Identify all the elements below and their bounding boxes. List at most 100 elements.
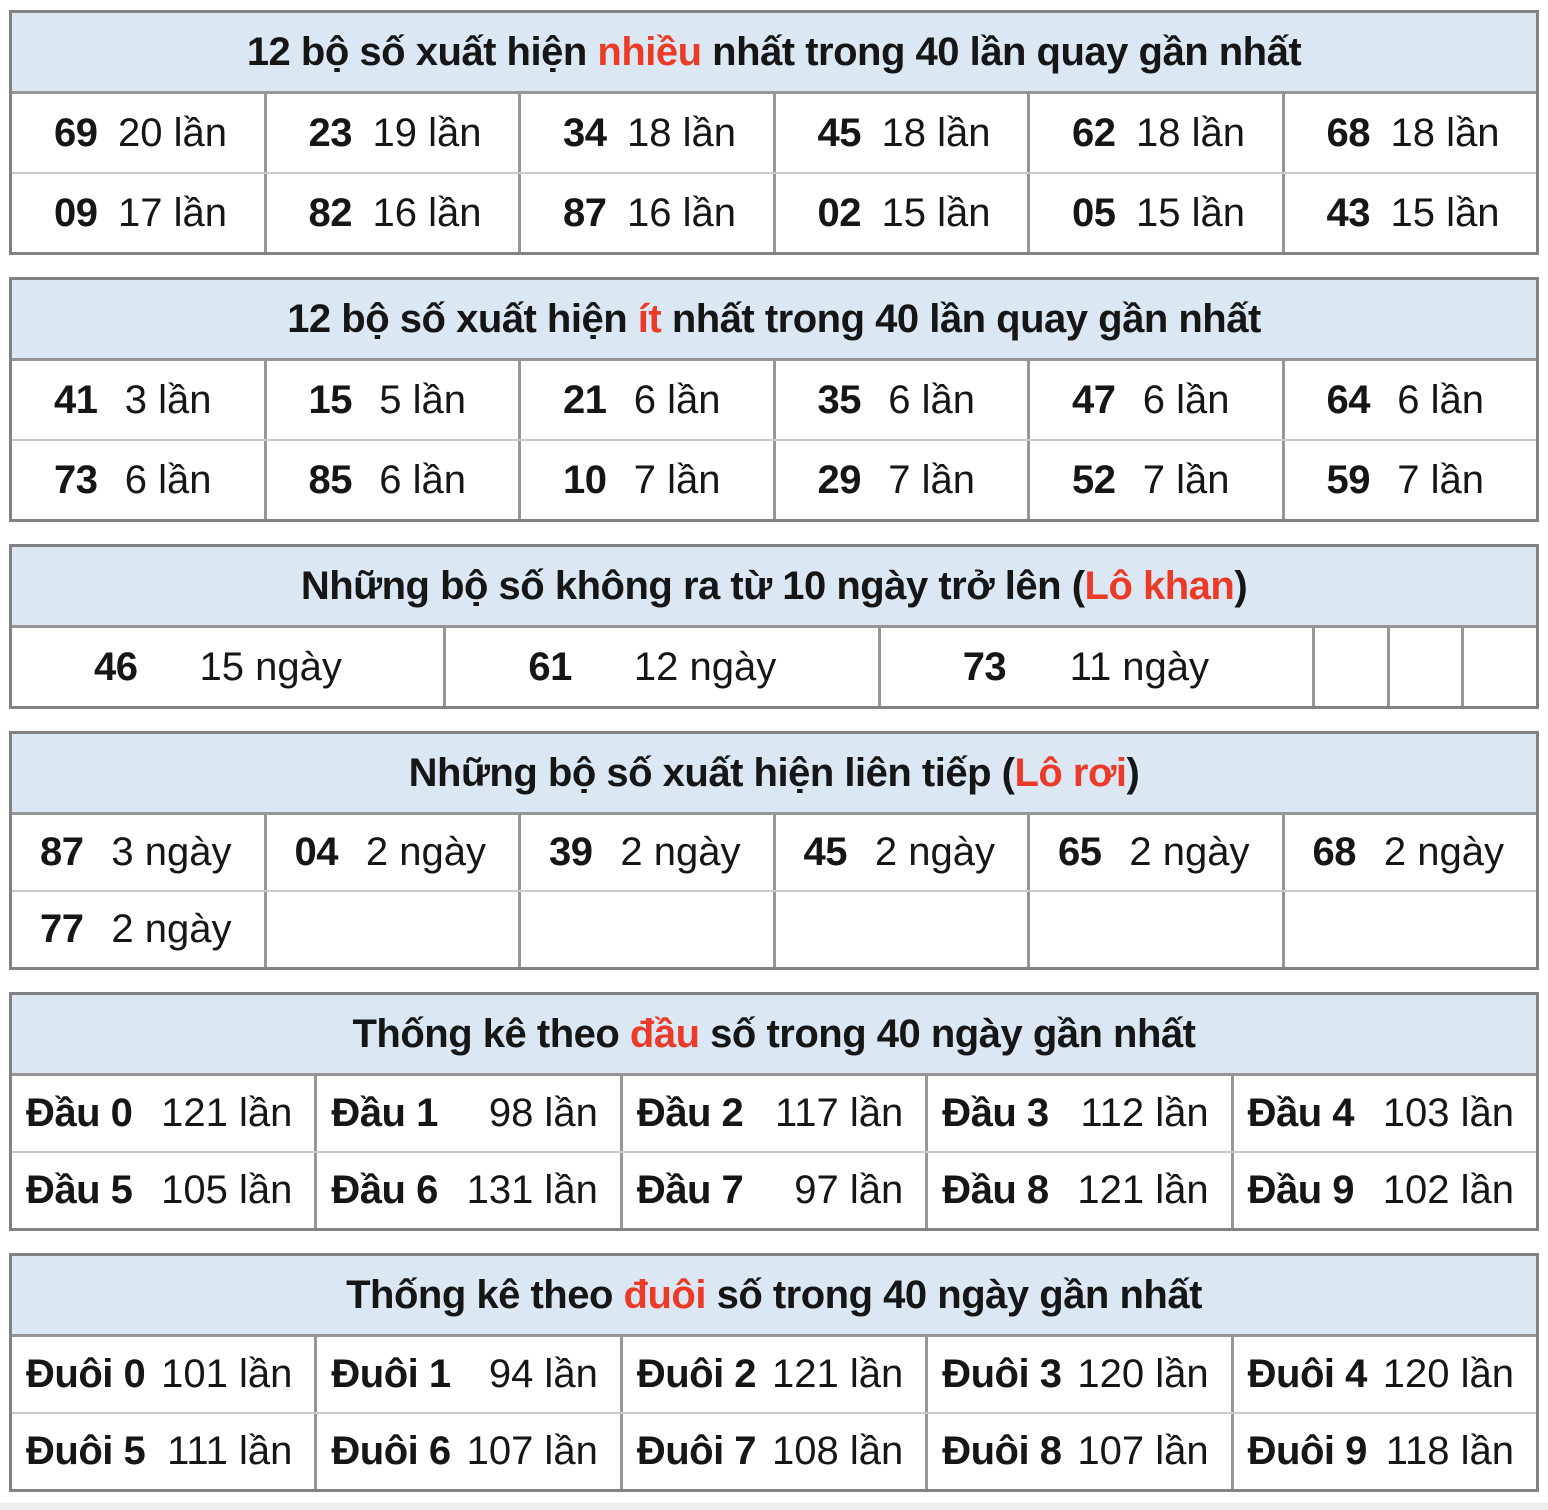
number: 45 [803, 830, 848, 874]
stat-cell: 05 15 lần [1027, 174, 1282, 252]
number: 59 [1326, 457, 1371, 502]
digit-label: Đuôi 7 [636, 1429, 757, 1473]
stat-cell: Đuôi 6 107 lần [314, 1414, 619, 1489]
stat-cell: 39 2 ngày [518, 815, 773, 890]
table-duoi-stats: Thống kê theo đuôi số trong 40 ngày gần … [9, 1253, 1539, 1492]
number: 04 [294, 830, 339, 874]
number: 73 [962, 644, 1007, 689]
count: 20 lần [118, 110, 227, 155]
table-row: Đầu 0 121 lần Đầu 1 98 lần Đầu 2 117 lần Đầ… [12, 1073, 1536, 1151]
empty-cell [1386, 628, 1462, 706]
title-highlight: nhiều [597, 29, 702, 74]
stat-cell: 61 12 ngày [443, 628, 877, 706]
next-section-edge [0, 1503, 1548, 1510]
table-most-frequent: 12 bộ số xuất hiện nhiều nhất trong 40 l… [9, 10, 1539, 255]
stat-cell: 04 2 ngày [263, 815, 519, 890]
count: 118 lần [1385, 1429, 1515, 1473]
count: 7 lần [888, 457, 975, 502]
stat-cell: 02 15 lần [772, 174, 1028, 252]
count: 3 ngày [111, 830, 232, 874]
number: 41 [54, 377, 98, 422]
table-row: 69 20 lần 23 19 lần 34 18 lần 45 18 lần 62 18… [12, 91, 1536, 172]
number: 64 [1326, 377, 1371, 422]
empty-cell [1027, 892, 1282, 967]
stat-cell: 46 15 ngày [12, 628, 443, 706]
stat-cell: Đuôi 5 111 lần [12, 1414, 314, 1489]
digit-label: Đuôi 8 [942, 1429, 1062, 1473]
digit-label: Đầu 2 [636, 1091, 744, 1135]
stat-cell: 68 2 ngày [1281, 815, 1537, 890]
stat-cell: 29 7 lần [772, 441, 1028, 519]
stat-cell: 82 16 lần [263, 174, 519, 252]
stat-cell: 41 3 lần [12, 361, 264, 439]
number: 52 [1072, 457, 1116, 502]
table-row: 77 2 ngày [12, 890, 1536, 967]
digit-label: Đầu 8 [942, 1168, 1049, 1212]
stat-cell: Đuôi 1 94 lần [314, 1337, 619, 1412]
empty-cell [1461, 628, 1536, 706]
title-highlight: Lô khan [1084, 563, 1235, 608]
number: 87 [40, 830, 84, 874]
number: 68 [1312, 830, 1357, 874]
stat-cell: 73 11 ngày [877, 628, 1312, 706]
digit-label: Đuôi 0 [26, 1352, 146, 1396]
count: 120 lần [1382, 1352, 1515, 1396]
number: 47 [1072, 377, 1116, 422]
number: 87 [563, 190, 607, 235]
stat-cell: Đầu 7 97 lần [619, 1153, 925, 1228]
number: 46 [94, 644, 138, 689]
title-highlight: đầu [629, 1011, 700, 1056]
table-row: 46 15 ngày 61 12 ngày 73 11 ngày [12, 625, 1536, 706]
number: 43 [1326, 190, 1371, 235]
number: 61 [528, 644, 572, 689]
table-least-frequent: 12 bộ số xuất hiện ít nhất trong 40 lần … [9, 277, 1539, 522]
stat-cell: Đuôi 4 120 lần [1230, 1337, 1536, 1412]
count: 121 lần [771, 1352, 904, 1396]
count: 117 lần [774, 1091, 904, 1135]
stat-cell: Đầu 1 98 lần [314, 1076, 619, 1151]
digit-label: Đuôi 4 [1247, 1352, 1368, 1396]
stat-cell: Đầu 2 117 lần [619, 1076, 925, 1151]
count: 131 lần [466, 1168, 598, 1212]
digit-label: Đầu 9 [1247, 1168, 1355, 1212]
count: 19 lần [372, 110, 482, 155]
stat-cell: 65 2 ngày [1027, 815, 1282, 890]
count: 112 lần [1080, 1091, 1209, 1135]
digit-label: Đuôi 3 [942, 1352, 1062, 1396]
count: 7 lần [633, 457, 721, 502]
stat-cell: 47 6 lần [1027, 361, 1282, 439]
stat-cell: 59 7 lần [1281, 441, 1537, 519]
title-text: số trong 40 ngày gần nhất [705, 1272, 1203, 1317]
table-row: 09 17 lần 82 16 lần 87 16 lần 02 15 lần 05 15… [12, 172, 1536, 252]
stat-cell: Đuôi 8 107 lần [925, 1414, 1230, 1489]
table-most-frequent-header: 12 bộ số xuất hiện nhiều nhất trong 40 l… [12, 13, 1536, 91]
count: 2 ngày [1129, 830, 1250, 874]
stat-cell: Đuôi 7 108 lần [619, 1414, 925, 1489]
stat-cell: 62 18 lần [1027, 94, 1282, 172]
count: 107 lần [1077, 1429, 1209, 1473]
title-text: 12 bộ số xuất hiện [246, 29, 598, 74]
title-text: Những bộ số không ra từ 10 ngày trở lên … [300, 563, 1085, 608]
empty-cell [1312, 628, 1387, 706]
title-text: Những bộ số xuất hiện liên tiếp ( [408, 750, 1015, 795]
stat-cell: Đầu 5 105 lần [12, 1153, 314, 1228]
empty-cell [1281, 892, 1537, 967]
title-text: số trong 40 ngày gần nhất [699, 1011, 1196, 1056]
table-row: 87 3 ngày 04 2 ngày 39 2 ngày 45 2 ngày 65 2 … [12, 812, 1536, 890]
table-duoi-stats-header: Thống kê theo đuôi số trong 40 ngày gần … [12, 1256, 1536, 1334]
count: 18 lần [1136, 110, 1245, 155]
stat-cell: 52 7 lần [1027, 441, 1282, 519]
number: 77 [40, 907, 84, 951]
number: 69 [54, 110, 98, 155]
count: 6 lần [1142, 377, 1230, 422]
stat-cell: 34 18 lần [518, 94, 773, 172]
table-lo-roi: Những bộ số xuất hiện liên tiếp (Lô rơi)… [9, 731, 1539, 970]
stat-cell: 85 6 lần [263, 441, 519, 519]
digit-label: Đầu 1 [331, 1091, 438, 1135]
digit-label: Đuôi 6 [331, 1429, 451, 1473]
count: 94 lần [488, 1352, 598, 1396]
table-lo-khan-header: Những bộ số không ra từ 10 ngày trở lên … [12, 547, 1536, 625]
digit-label: Đầu 0 [26, 1091, 133, 1135]
number: 82 [308, 190, 353, 235]
